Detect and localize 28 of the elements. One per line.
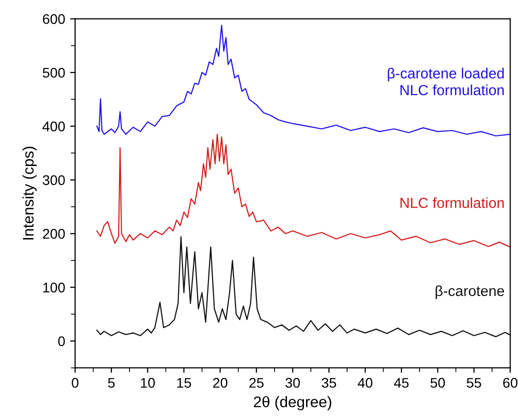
x-axis-title: 2θ (degree)	[254, 396, 332, 410]
x-tick-label: 35	[322, 378, 336, 388]
line-series	[96, 24, 510, 136]
x-tick-label: 60	[503, 378, 518, 388]
x-tick-label: 45	[394, 378, 409, 388]
y-tick-label: 600	[42, 14, 65, 24]
x-tick-label: 20	[213, 378, 228, 388]
text: β-carotene loaded NLC formulation	[388, 68, 504, 96]
x-tick-label: 10	[140, 378, 155, 388]
y-tick-label: 200	[42, 228, 65, 239]
line-series	[96, 236, 510, 338]
x-tick-label: 0	[72, 378, 78, 388]
y-axis-title: Intensity (cps)	[22, 146, 37, 240]
x-tick-label: 30	[285, 378, 300, 388]
y-tick-label: 300	[42, 175, 65, 186]
x-tick-label: 5	[108, 378, 115, 388]
series-label: NLC formulation	[400, 197, 504, 208]
x-tick-label: 15	[177, 378, 192, 388]
y-tick-label: 400	[42, 122, 65, 132]
y-tick-label: 500	[42, 68, 65, 78]
x-tick-label: 25	[249, 378, 264, 388]
y-tick-label: 100	[43, 282, 65, 292]
x-tick-label: 55	[466, 378, 482, 388]
text: β-carotene	[436, 285, 504, 299]
line-series	[96, 134, 510, 248]
x-tick-label: 50	[430, 378, 445, 388]
y-tick-label: 0	[58, 336, 65, 346]
x-tick-label: 40	[358, 378, 372, 388]
